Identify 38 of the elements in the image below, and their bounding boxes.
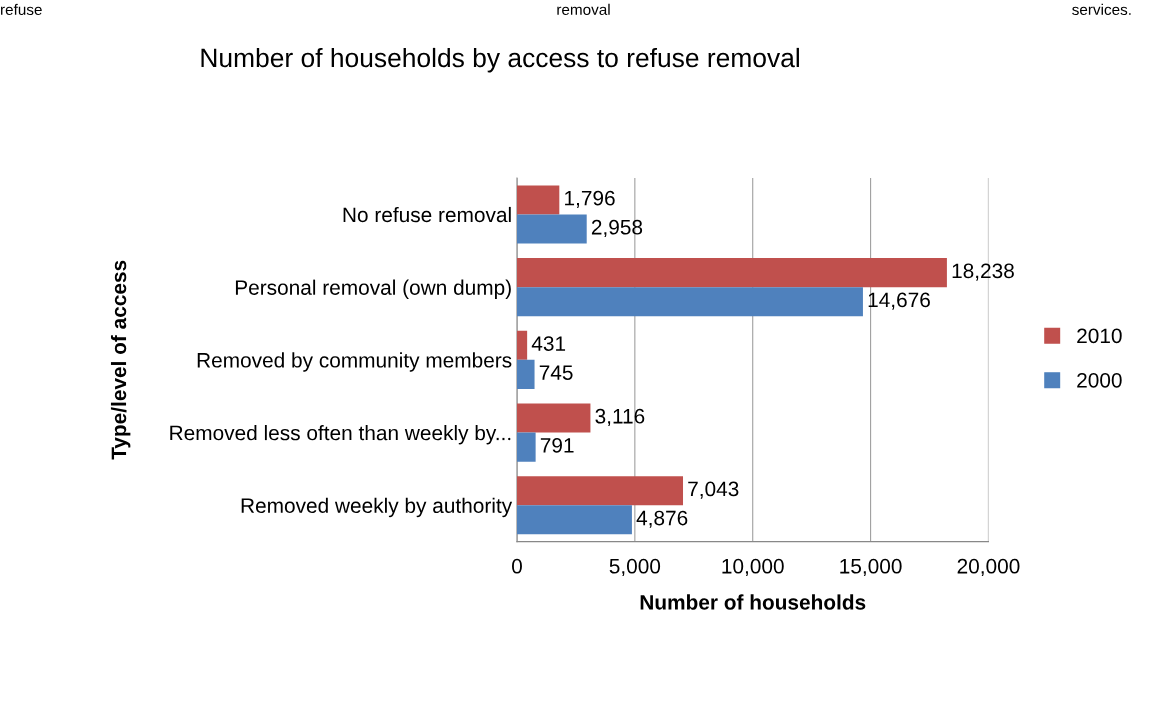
bar [516,359,535,389]
bar [516,258,947,288]
y-tick-label: Removed less often than weekly by... [170,425,511,445]
text: removal [557,3,610,16]
y-tick-label: Removed weekly by authority [241,497,513,518]
data-label: 3,116 [595,408,645,427]
data-label: 431 [531,336,566,351]
data-label: 7,043 [688,481,739,499]
bar [516,214,587,244]
x-tick-label: 0 [512,558,522,574]
data-label: 4,876 [636,510,688,528]
bar [516,432,536,462]
text: services. [1072,3,1131,16]
bar [516,403,591,433]
text: refuse [1,3,42,16]
y-tick-label: Removed by community members [197,352,512,372]
data-label: 2,958 [591,219,643,238]
data-label: 791 [540,437,574,453]
x-tick-label: 5,000 [609,558,661,577]
x-tick-label: 10,000 [722,558,784,577]
legend-label: 2010 [1077,328,1122,344]
data-label: 745 [539,365,573,380]
bar [516,185,560,215]
data-label: 18,238 [952,263,1014,281]
bar [516,287,863,317]
data-label: 14,676 [868,292,930,310]
bar [516,330,528,360]
x-axis-title: Number of households [640,594,866,610]
x-tick-label: 15,000 [840,558,902,577]
x-tick-label: 20,000 [957,558,1020,577]
bar [516,505,632,535]
chart-title: Number of households by access to refuse removal [201,47,799,73]
bar [516,476,684,506]
data-label: 1,796 [565,190,615,208]
y-tick-label: Personal removal (own dump) [235,279,511,300]
legend-label: 2000 [1077,372,1122,388]
y-tick-label: No refuse removal [343,206,511,223]
y-axis-title: Type/level of access [110,260,131,460]
